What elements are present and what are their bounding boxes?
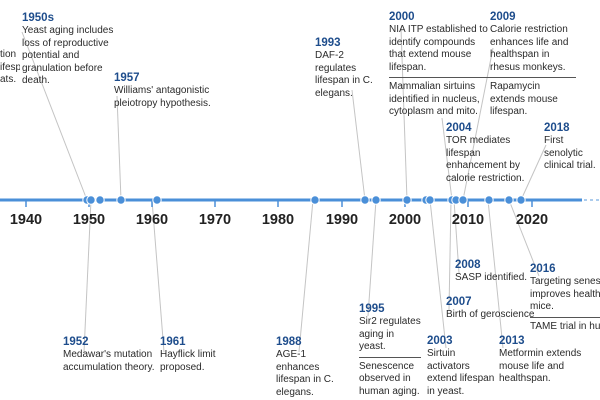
event-year: 1993 — [315, 37, 341, 49]
leader-line — [448, 199, 452, 311]
event-text: TOR mediates lifespan enhancement by cal… — [446, 135, 525, 184]
event-year: 1988 — [276, 336, 302, 348]
leader-line — [429, 199, 447, 349]
leader-line — [151, 199, 165, 353]
event-2018: 2018 First senolytic clinical trial. — [544, 121, 600, 173]
decade-label-2000: 2000 — [388, 212, 422, 228]
leader-line — [453, 199, 460, 274]
event-cutoff-left: tion ifespan ats. — [0, 49, 20, 87]
event-text: Yeast aging includes loss of reproductiv… — [22, 25, 114, 86]
event-dot — [504, 195, 514, 205]
event-dot — [86, 195, 96, 205]
event-text: DAF-2 regulates lifespan in C. elegans. — [315, 50, 373, 99]
event-dot — [484, 195, 494, 205]
event-text: Calorie restriction enhances life and he… — [490, 24, 569, 73]
event-text: Metformin extends mouse life and healths… — [499, 348, 582, 384]
event-dot — [95, 195, 105, 205]
event-1993: 1993 DAF-2 regulates lifespan in C. eleg… — [315, 36, 385, 100]
leader-line — [520, 144, 547, 201]
event-text-secondary: Senescence observed in human aging. — [359, 356, 421, 399]
leader-line — [441, 117, 453, 201]
event-year: 1961 — [160, 336, 186, 348]
event-1961: 1961 Hayflick limit proposed. — [160, 335, 260, 374]
event-year: 2004 — [446, 122, 472, 134]
decade-label-1940: 1940 — [9, 212, 43, 228]
leader-line — [400, 27, 408, 201]
event-text: Targeting senescent cells improves healt… — [530, 276, 600, 312]
event-dot — [516, 195, 526, 205]
decade-label-1960: 1960 — [135, 212, 169, 228]
leader-line — [298, 199, 314, 353]
decade-label-1970: 1970 — [198, 212, 232, 228]
event-1952: 1952 Medawar's mutation accumulation the… — [63, 335, 158, 374]
event-year: 2008 — [455, 259, 481, 271]
event-dot — [152, 195, 162, 205]
decade-label-2010: 2010 — [451, 212, 485, 228]
event-year: 1957 — [114, 72, 140, 84]
event-2000: 2000 NIA ITP established to identify com… — [389, 10, 491, 119]
event-text: tion ifespan ats. — [0, 49, 20, 85]
leader-line — [508, 199, 540, 277]
leader-line — [351, 89, 366, 201]
event-1950s: 1950s Yeast aging includes loss of repro… — [22, 11, 117, 88]
event-2013: 2013 Metformin extends mouse life and he… — [499, 334, 587, 386]
event-text: Birth of geroscience — [446, 309, 535, 320]
decade-label-2020: 2020 — [515, 212, 549, 228]
event-dot — [116, 195, 126, 205]
event-dot — [371, 195, 381, 205]
event-dot — [360, 195, 370, 205]
event-text: Medawar's mutation accumulation theory. — [63, 349, 155, 373]
event-text: Williams' antagonistic pleiotropy hypoth… — [114, 85, 211, 109]
event-text: Sir2 regulates aging in yeast. — [359, 316, 421, 352]
event-year: 2000 — [389, 11, 415, 23]
event-dot — [458, 195, 468, 205]
event-2016: 2016 Targeting senescent cells improves … — [530, 262, 600, 333]
event-year: 2007 — [446, 296, 472, 308]
event-text: AGE-1 enhances lifespan in C. elegans. — [276, 349, 334, 398]
leader-line — [21, 31, 88, 201]
event-2009: 2009 Calorie restriction enhances life a… — [490, 10, 576, 119]
event-dot — [402, 195, 412, 205]
event-text: Sirtuin activators extend lifespan in ye… — [427, 348, 495, 397]
event-2004: 2004 TOR mediates lifespan enhancement b… — [446, 121, 539, 185]
decade-label-1990: 1990 — [325, 212, 359, 228]
event-year: 1952 — [63, 336, 89, 348]
leader-line — [487, 199, 504, 349]
event-1988: 1988 AGE-1 enhances lifespan in C. elega… — [276, 335, 348, 399]
event-dot — [425, 195, 435, 205]
event-text: First senolytic clinical trial. — [544, 135, 596, 171]
event-2007: 2007 Birth of geroscience — [446, 295, 546, 322]
event-text-secondary: TAME trial in humans — [530, 316, 600, 334]
event-year: 2003 — [427, 335, 453, 347]
event-year: 1995 — [359, 303, 385, 315]
leader-line — [83, 199, 92, 353]
event-year: 2016 — [530, 263, 556, 275]
event-year: 2013 — [499, 335, 525, 347]
event-year: 2009 — [490, 11, 516, 23]
event-2008: 2008 SASP identified. — [455, 258, 545, 285]
event-text: SASP identified. — [455, 272, 528, 283]
decade-label-1980: 1980 — [261, 212, 295, 228]
leader-line — [116, 95, 122, 201]
leader-line — [462, 47, 494, 201]
event-text: Hayflick limit proposed. — [160, 349, 216, 373]
event-year: 2018 — [544, 122, 570, 134]
decade-label-1950: 1950 — [72, 212, 106, 228]
event-year: 1950s — [22, 12, 54, 24]
event-1995: 1995 Sir2 regulates aging in yeast. Sene… — [359, 302, 421, 398]
event-text-secondary: Mammalian sirtuins identified in nucleus… — [389, 77, 491, 119]
leader-line — [367, 199, 377, 317]
event-dot — [310, 195, 320, 205]
event-1957: 1957 Williams' antagonistic pleiotropy h… — [114, 71, 219, 110]
event-2003: 2003 Sirtuin activators extend lifespan … — [427, 334, 499, 398]
event-text: NIA ITP established to identify compound… — [389, 24, 488, 73]
event-text-secondary: Rapamycin extends mouse lifespan. — [490, 77, 576, 119]
